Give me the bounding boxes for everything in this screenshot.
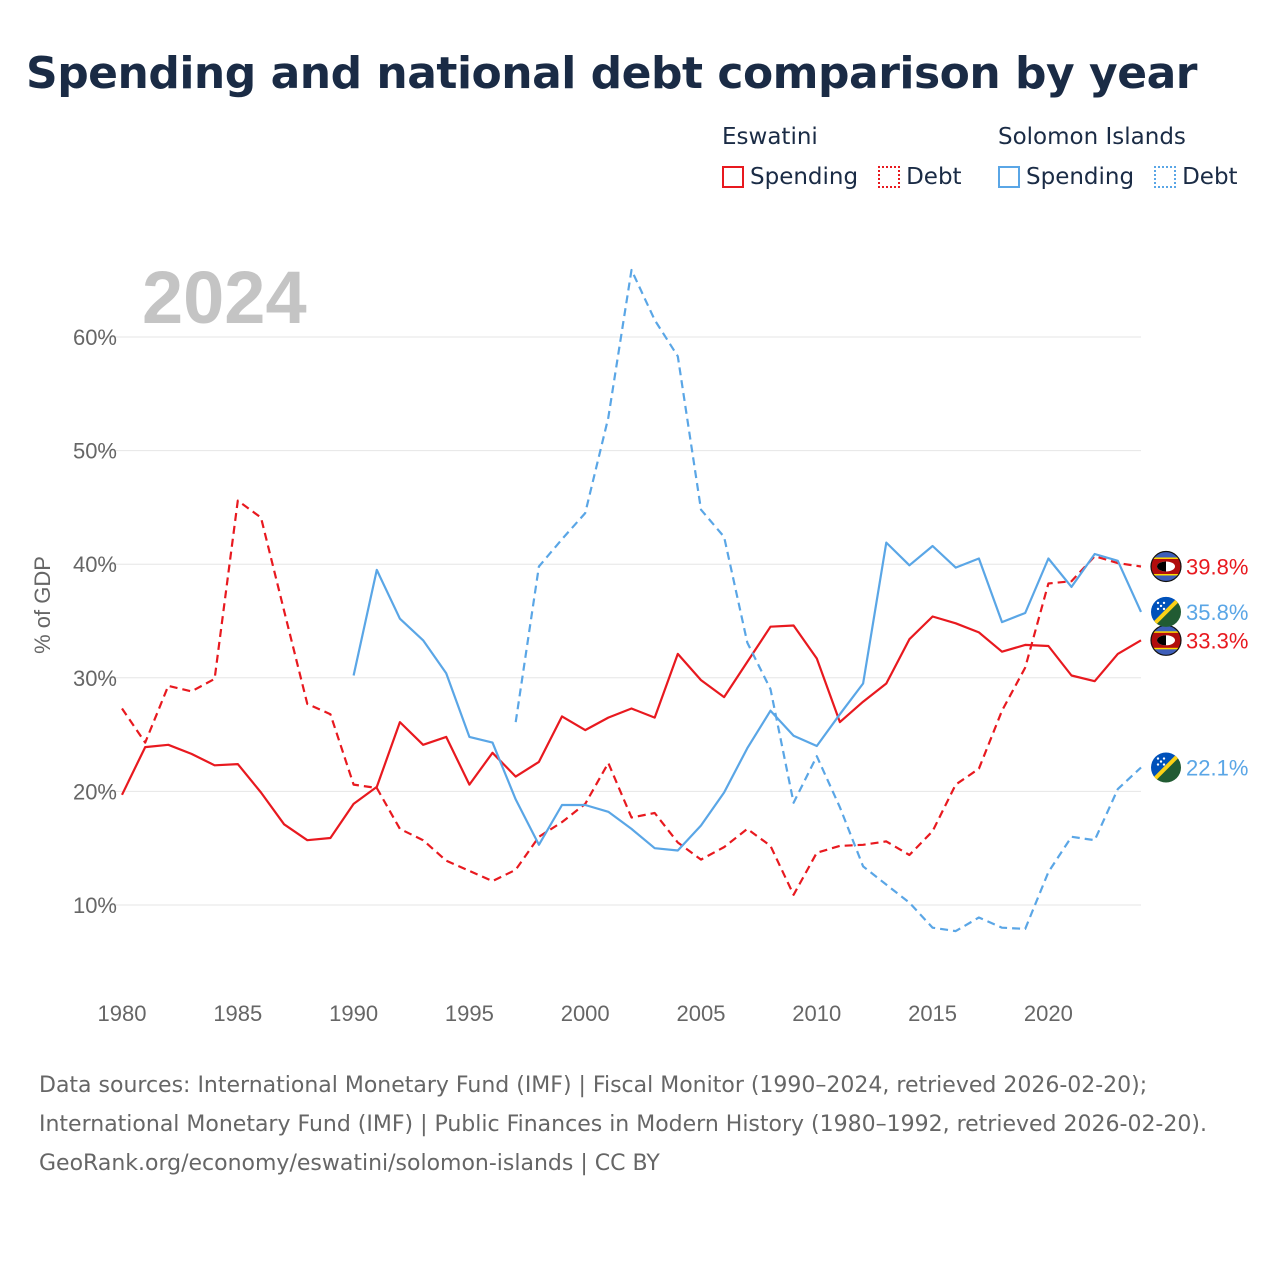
legend-label: Debt (906, 164, 962, 190)
year-watermark: 2024 (142, 256, 307, 339)
x-tick-label: 2015 (908, 1001, 957, 1026)
series-line-solomon-islands-debt (514, 268, 1142, 933)
legend-label: Spending (750, 164, 859, 190)
series-line-eswatini-debt (121, 499, 1142, 896)
legend-item-solomon-debt[interactable]: Debt (1154, 164, 1238, 190)
x-tick-label: 1980 (98, 1001, 147, 1026)
legend-item-eswatini-spending[interactable]: Spending (722, 164, 858, 190)
eswatini-flag-icon (1151, 551, 1181, 582)
flag-star (1156, 607, 1160, 611)
y-tick-label: 50% (73, 439, 117, 464)
y-tick-label: 20% (73, 779, 117, 804)
legend-swatch-solid (722, 166, 744, 188)
y-axis-ticks: 10% 20% 30% 40% 50% 60% (73, 325, 117, 918)
flag-star (1159, 604, 1163, 608)
x-tick-label: 1995 (445, 1001, 494, 1026)
end-marker (1150, 550, 1182, 583)
legend-item-eswatini-debt[interactable]: Debt (878, 164, 962, 190)
eswatini-flag-icon (1151, 625, 1181, 656)
solomon-islands-flag-icon (1151, 752, 1181, 783)
flag-star (1159, 760, 1163, 763)
x-tick-label: 2005 (677, 1001, 726, 1026)
series-line-solomon-islands-spending (352, 541, 1143, 852)
end-value-label: 35.8% (1186, 600, 1248, 625)
flag-star (1162, 763, 1166, 766)
footer: Data sources: International Monetary Fun… (39, 1066, 1239, 1183)
end-marker (1150, 624, 1182, 656)
legend-label: Debt (1182, 164, 1238, 190)
legend-group-solomon-islands: Solomon Islands Spending Debt (998, 124, 1252, 190)
end-marker (1151, 752, 1181, 783)
y-tick-label: 60% (73, 325, 117, 350)
x-tick-label: 1990 (329, 1001, 378, 1026)
y-tick-label: 10% (73, 893, 117, 918)
flag-star (1162, 757, 1166, 760)
x-tick-label: 2010 (792, 1001, 841, 1026)
flag-ring (1150, 550, 1182, 583)
end-value-label: 39.8% (1186, 554, 1248, 579)
flag-star (1156, 763, 1160, 766)
flag-shield-dark (1157, 561, 1166, 572)
legend-swatch-dotted (878, 166, 901, 188)
data-sources: Data sources: International Monetary Fun… (39, 1073, 1207, 1137)
series-line-eswatini-spending (121, 615, 1142, 842)
legend-swatch-dotted (1154, 166, 1177, 188)
credit-link[interactable]: GeoRank.org/economy/eswatini/solomon-isl… (39, 1151, 660, 1176)
x-tick-label: 2000 (561, 1001, 610, 1026)
x-tick-label: 1985 (213, 1001, 262, 1026)
y-tick-label: 40% (73, 552, 117, 577)
flag-star (1156, 601, 1160, 605)
series-lines (121, 268, 1143, 933)
solomon-islands-flag-icon (1151, 596, 1181, 627)
legend-group-name: Solomon Islands (998, 124, 1186, 150)
end-value-label: 33.3% (1186, 628, 1248, 653)
legend-swatch-solid (998, 166, 1020, 188)
legend-group-name: Eswatini (722, 124, 818, 150)
y-tick-label: 30% (73, 666, 117, 691)
legend-group-eswatini: Eswatini Spending Debt (722, 124, 976, 190)
flag-star (1162, 601, 1166, 605)
flag-star (1162, 607, 1166, 611)
end-value-label: 22.1% (1186, 756, 1248, 781)
legend-item-solomon-spending[interactable]: Spending (998, 164, 1134, 190)
x-axis-ticks: 1980 1985 1990 1995 2000 2005 2010 2015 2020 (98, 1001, 1073, 1026)
end-marker (1151, 596, 1181, 627)
end-labels: 33.3% 39.8% 35.8% 22.1% (1150, 550, 1248, 783)
chart-title: Spending and national debt comparison by… (26, 48, 1197, 99)
flag-shield-dark (1157, 635, 1166, 646)
y-axis-label: % of GDP (30, 556, 55, 654)
flag-star (1156, 757, 1160, 760)
x-tick-label: 2020 (1024, 1001, 1073, 1026)
legend-label: Spending (1026, 164, 1135, 190)
